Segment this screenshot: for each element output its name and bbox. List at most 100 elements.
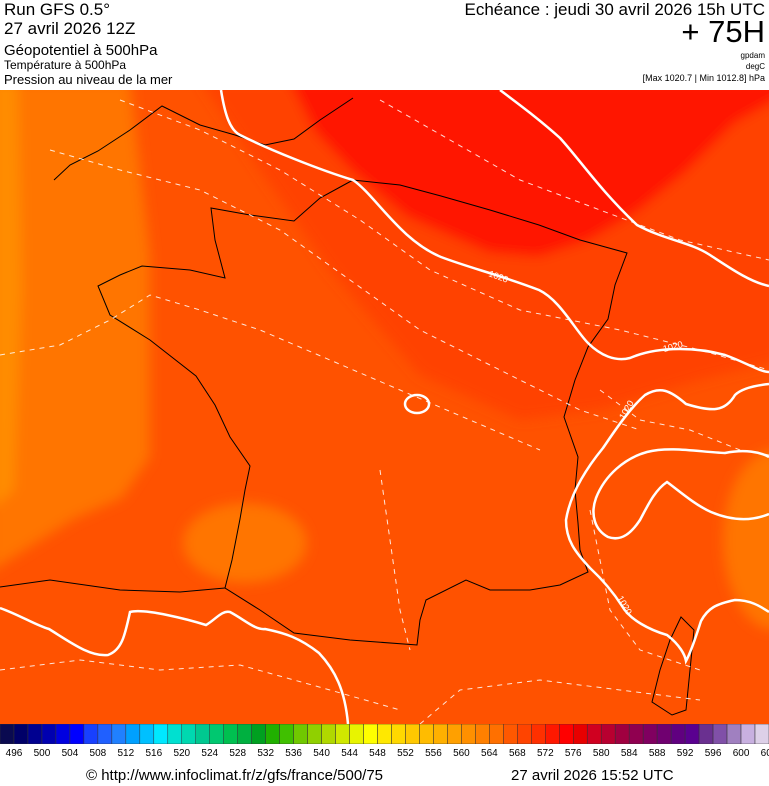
colorbar-cell: [433, 724, 448, 744]
colorbar-cell: [251, 724, 266, 744]
colorbar-cell: [656, 724, 672, 744]
forecast-valid-time: Echéance : jeudi 30 avril 2026 15h UTC: [464, 0, 765, 19]
colorbar-cell: [447, 724, 462, 744]
isobar-1020-northeast: [499, 90, 769, 288]
parameter-temperature: Température à 500hPa: [4, 58, 127, 72]
colorbar-cell: [167, 724, 183, 744]
colorbar-cell: [405, 724, 420, 744]
pressure-range: [Max 1020.7 | Min 1012.8] hPa: [642, 73, 765, 83]
colorbar-label: 544: [341, 748, 358, 759]
colorbar-cell: [41, 724, 57, 744]
colorbar-cell: [559, 724, 574, 744]
colorbar-cell: [125, 724, 141, 744]
field-west: [0, 90, 150, 566]
colorbar-cell: [545, 724, 560, 744]
colorbar-label: 580: [592, 748, 610, 759]
england-coast: [53, 97, 354, 181]
france-outline: [97, 179, 628, 646]
isobars: [0, 90, 769, 724]
field-far-west: [0, 90, 22, 502]
colorbar-cell: [139, 724, 155, 744]
forecast-lead-time: + 75H: [681, 14, 765, 49]
parameter-pressure: Pression au niveau de la mer: [4, 72, 173, 87]
colorbar-label: 540: [313, 748, 330, 759]
colorbar-label: 520: [173, 748, 191, 759]
colorbar-cell: [293, 724, 308, 744]
isobar-1020-small-loop: [403, 393, 431, 415]
colorbar-label: 560: [453, 748, 470, 759]
copyright-url: © http://www.infoclimat.fr/z/gfs/france/…: [86, 767, 384, 784]
weather-map: 1020 1020 1020 1020: [0, 90, 769, 724]
field-northeast: [293, 90, 769, 257]
colorbar-label: 512: [117, 748, 135, 759]
colorbar-cell: [573, 724, 588, 744]
colorbar-cell: [586, 724, 602, 744]
colorbar-cell: [754, 724, 769, 744]
colorbar-label: 500: [33, 748, 51, 759]
parameter-geopotential: Géopotentiel à 500hPa: [4, 42, 158, 59]
colorbar-cell: [461, 724, 476, 744]
colorbar-cell: [13, 724, 29, 744]
temperature-isotherms: [0, 99, 769, 724]
colorbar-cell: [489, 724, 504, 744]
coastlines: [0, 97, 695, 716]
field-southeast-patch: [723, 450, 769, 630]
isobar-1020-alps-outer: [564, 382, 769, 665]
colorbar-label: 596: [704, 748, 722, 759]
generated-time: 27 avril 2026 15:52 UTC: [511, 767, 674, 784]
colorbar-cell: [195, 724, 210, 744]
colorbar-label: 552: [397, 748, 414, 759]
colorbar-cell: [531, 724, 546, 744]
colorbar-label: 572: [536, 748, 554, 759]
unit-geopotential: gpdam: [740, 51, 765, 60]
colorbar-cell: [391, 724, 406, 744]
colorbar-cell: [600, 724, 616, 744]
colorbar: [0, 724, 769, 744]
colorbar-label: 568: [509, 748, 526, 759]
colorbar-cell: [55, 724, 71, 744]
isobar-1020-alps-inner: [592, 448, 769, 540]
unit-temperature: degC: [745, 62, 765, 71]
colorbar-cell: [83, 724, 99, 744]
colorbar-cell: [684, 724, 700, 744]
colorbar-label: 564: [481, 748, 498, 759]
colorbar-label: 528: [229, 748, 247, 759]
colorbar-cell: [670, 724, 686, 744]
colorbar-cell: [740, 724, 756, 744]
colorbar-cell: [223, 724, 238, 744]
colorbar-cell: [363, 724, 378, 744]
colorbar-label: 576: [564, 748, 582, 759]
colorbar-cell: [698, 724, 714, 744]
isobar-1020-north: [219, 90, 769, 374]
colorbar-cell: [153, 724, 169, 744]
colorbar-cell: [69, 724, 85, 744]
colorbar-cell: [349, 724, 364, 744]
colorbar-label: 536: [285, 748, 302, 759]
colorbar-label: 532: [257, 748, 275, 759]
colorbar-cell: [335, 724, 350, 744]
colorbar-label: 592: [676, 748, 694, 759]
colorbar-cell: [642, 724, 658, 744]
colorbar-cell: [111, 724, 127, 744]
colorbar-cell: [419, 724, 434, 744]
colorbar-cell: [307, 724, 322, 744]
colorbar-label: 556: [425, 748, 442, 759]
colorbar-label: 588: [648, 748, 666, 759]
colorbar-label: 584: [620, 748, 638, 759]
colorbar-cell: [726, 724, 742, 744]
run-date: 27 avril 2026 12Z: [4, 19, 136, 38]
isobar-1020-south: [0, 606, 350, 724]
colorbar-cell: [614, 724, 630, 744]
colorbar-labels: 496 500 504 508 512 516 520 524 528 532 536 540 544 5…: [0, 748, 769, 760]
colorbar-label: 504: [61, 748, 79, 759]
colorbar-cell: [181, 724, 196, 744]
colorbar-cell: [712, 724, 728, 744]
colorbar-label: 548: [369, 748, 386, 759]
colorbar-cell: [97, 724, 113, 744]
colorbar-cell: [628, 724, 644, 744]
colorbar-cell: [209, 724, 224, 744]
colorbar-cell: [321, 724, 336, 744]
colorbar-label: 600: [732, 748, 750, 759]
colorbar-label: 604: [760, 748, 769, 759]
colorbar-cell: [503, 724, 518, 744]
